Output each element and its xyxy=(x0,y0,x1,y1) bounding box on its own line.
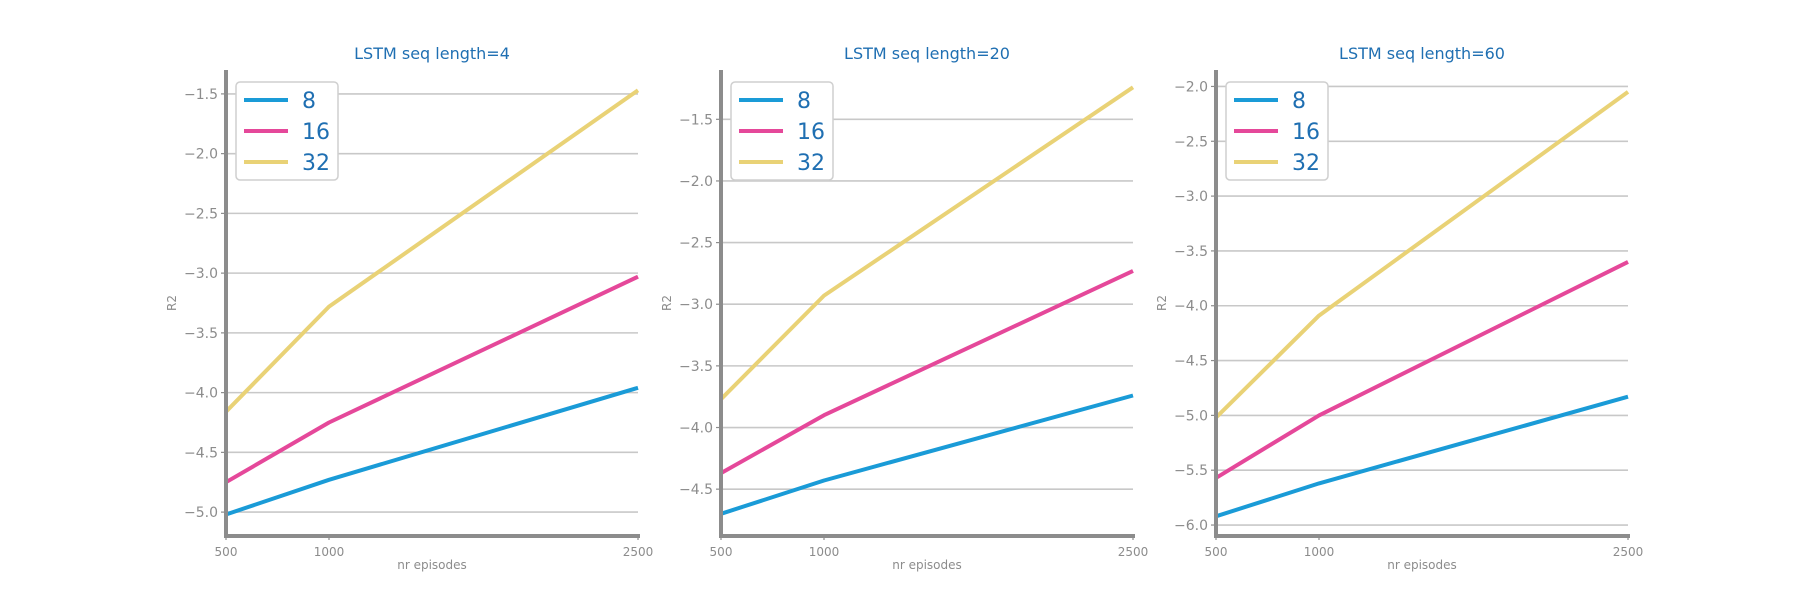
x-tick-label: 2500 xyxy=(623,545,654,559)
x-axis-label: nr episodes xyxy=(397,558,467,572)
x-tick-label: 1000 xyxy=(1304,545,1335,559)
y-tick-label: −2.5 xyxy=(184,206,218,222)
x-tick-label: 1000 xyxy=(314,545,345,559)
legend-label-16: 16 xyxy=(1292,120,1320,145)
series-line-32 xyxy=(719,85,1135,401)
y-tick-label: −1.5 xyxy=(184,87,218,103)
legend-label-32: 32 xyxy=(302,151,330,176)
x-tick-label: 500 xyxy=(215,545,238,559)
chart-title: LSTM seq length=20 xyxy=(844,44,1010,63)
y-tick-label: −3.5 xyxy=(679,359,713,375)
x-tick-label: 500 xyxy=(1205,545,1228,559)
chart-panel-3: −6.0 −5.5 −5.0 −4.5 −4.0 −3.5 −3.0 −2.5 −2.0 500 1… xyxy=(1155,44,1643,572)
y-axis-label: R2 xyxy=(1155,295,1169,311)
y-tick-label: −4.0 xyxy=(184,386,218,402)
y-tick-label: −4.0 xyxy=(679,421,713,437)
legend: 8 16 32 xyxy=(1225,81,1329,181)
x-tick-label: 2500 xyxy=(1118,545,1149,559)
y-tick-label: −3.0 xyxy=(184,266,218,282)
y-tick-label: −4.5 xyxy=(1174,354,1208,370)
series-line-8 xyxy=(720,393,1134,516)
y-tick-label: −4.0 xyxy=(1174,299,1208,315)
y-tick-label: −3.5 xyxy=(1174,244,1208,260)
y-tick-label: −1.5 xyxy=(679,112,713,128)
chart-title: LSTM seq length=4 xyxy=(354,44,510,63)
y-tick-label: −2.0 xyxy=(679,174,713,190)
x-tick-label: 1000 xyxy=(809,545,840,559)
y-tick-label: −3.0 xyxy=(679,297,713,313)
x-axis-label: nr episodes xyxy=(892,558,962,572)
chart-panel-2: −4.5 −4.0 −3.5 −3.0 −2.5 −2.0 −1.5 500 1000 2500 L… xyxy=(660,44,1148,572)
legend-label-32: 32 xyxy=(797,151,825,176)
legend-label-16: 16 xyxy=(302,120,330,145)
series-line-8 xyxy=(1215,394,1629,519)
legend-label-8: 8 xyxy=(1292,89,1306,114)
legend-label-16: 16 xyxy=(797,120,825,145)
y-tick-label: −2.5 xyxy=(679,236,713,252)
y-tick-label: −2.5 xyxy=(1174,134,1208,150)
x-axis-label: nr episodes xyxy=(1387,558,1457,572)
series-line-16 xyxy=(1214,260,1629,480)
y-tick-label: −4.5 xyxy=(184,445,218,461)
series-line-8 xyxy=(225,385,639,517)
legend-label-8: 8 xyxy=(302,89,316,114)
x-tick-label: 2500 xyxy=(1613,545,1644,559)
y-tick-label: −3.5 xyxy=(184,326,218,342)
y-tick-label: −2.0 xyxy=(184,147,218,163)
series-line-32 xyxy=(224,88,640,414)
legend: 8 16 32 xyxy=(730,81,834,181)
y-tick-label: −6.0 xyxy=(1174,518,1208,534)
series-line-16 xyxy=(720,269,1134,475)
y-tick-label: −5.0 xyxy=(184,505,218,521)
y-tick-label: −5.0 xyxy=(1174,408,1208,424)
y-axis-label: R2 xyxy=(165,295,179,311)
x-tick-label: 500 xyxy=(710,545,733,559)
chart-panel-1: −5.0 −4.5 −4.0 −3.5 −3.0 −2.5 −2.0 −1.5 500 1000 2… xyxy=(165,44,653,572)
y-tick-label: −5.5 xyxy=(1174,463,1208,479)
y-tick-label: −3.0 xyxy=(1174,189,1208,205)
series-line-32 xyxy=(1214,90,1630,420)
y-axis-label: R2 xyxy=(660,295,674,311)
legend-label-8: 8 xyxy=(797,89,811,114)
y-tick-label: −4.5 xyxy=(679,482,713,498)
legend: 8 16 32 xyxy=(235,81,339,181)
series-line-16 xyxy=(224,274,639,484)
legend-label-32: 32 xyxy=(1292,151,1320,176)
chart-title: LSTM seq length=60 xyxy=(1339,44,1505,63)
y-tick-label: −2.0 xyxy=(1174,79,1208,95)
